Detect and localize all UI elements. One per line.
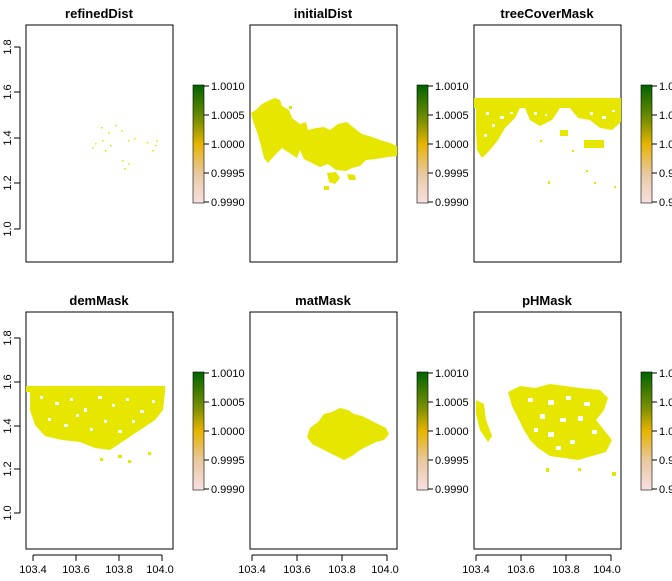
legend-label: 1.00: [659, 81, 672, 93]
raster-cells: [92, 125, 158, 170]
legend-label: 0.9995: [435, 168, 469, 180]
y-tick-label: 1.2: [2, 175, 14, 190]
y-tick-label: 1.8: [2, 330, 14, 345]
legend-label: 0.9990: [211, 484, 245, 496]
x-axis: [476, 555, 611, 561]
panel-title: refinedDist: [65, 6, 134, 21]
legend-colorbar: 1.0010 1.0005 1.0000 0.9995 0.9990: [193, 368, 245, 496]
legend-label: 1.0005: [435, 110, 469, 122]
panel-title: demMask: [69, 293, 129, 308]
y-tick-label: 1.8: [2, 39, 14, 54]
panel-title: treeCoverMask: [500, 6, 594, 21]
x-tick-label: 104.0: [371, 564, 399, 576]
raster-shape: [474, 98, 621, 158]
legend-label: 1.0010: [435, 81, 469, 93]
panel-demMask: demMask 1.0 1.2 1.4 1.6 1.8: [2, 293, 245, 576]
legend-label: 1.0000: [211, 139, 245, 151]
panel-refinedDist: refinedDist 1.0 1.2 1.4 1.6 1.8: [2, 6, 245, 262]
panel-title: pHMask: [522, 293, 573, 308]
x-axis: [252, 555, 387, 561]
legend-label: 1.00: [659, 397, 672, 409]
x-tick-label: 103.8: [328, 564, 356, 576]
y-axis: [14, 338, 20, 513]
x-tick-label: 103.4: [19, 564, 47, 576]
legend-label: 0.99: [659, 197, 672, 209]
legend-label: 1.0005: [435, 397, 469, 409]
legend-label: 1.0010: [211, 368, 245, 380]
x-tick-label: 103.4: [462, 564, 490, 576]
y-tick-label: 1.2: [2, 461, 14, 476]
legend-label: 1.00: [659, 368, 672, 380]
legend-label: 1.0000: [435, 139, 469, 151]
y-tick-label: 1.6: [2, 84, 14, 99]
legend-colorbar: 1.00 1.00 1.00 0.99 0.99: [641, 368, 672, 496]
legend-label: 1.0010: [211, 81, 245, 93]
x-tick-label: 103.8: [105, 564, 133, 576]
x-tick-label: 103.4: [238, 564, 266, 576]
legend-label: 0.9995: [211, 455, 245, 467]
x-tick-label: 103.6: [283, 564, 311, 576]
legend-colorbar: 1.00 1.00 1.00 0.99 0.99: [641, 81, 672, 209]
panel-pHMask: pHMask 103.4 103.6 103.8 104.0: [462, 293, 672, 576]
legend-label: 1.0000: [435, 426, 469, 438]
x-tick-label: 103.6: [62, 564, 90, 576]
x-tick-label: 104.0: [146, 564, 174, 576]
legend-label: 0.99: [659, 455, 672, 467]
legend-label: 1.0010: [435, 368, 469, 380]
raster-cells: [540, 140, 616, 188]
raster-shape: [251, 98, 397, 190]
legend-label: 1.0000: [211, 426, 245, 438]
panel-initialDist: initialDist 1.0010 1.0005 1.0000 0.9995 …: [250, 6, 469, 262]
y-tick-label: 1.4: [2, 130, 14, 145]
legend-label: 0.99: [659, 168, 672, 180]
legend-label: 1.00: [659, 110, 672, 122]
panel-matMask: matMask 103.4 103.6 103.8 104.0 1.0010 1…: [238, 293, 468, 576]
legend-colorbar: 1.0010 1.0005 1.0000 0.9995 0.9990: [193, 81, 245, 209]
y-tick-label: 1.4: [2, 418, 14, 433]
legend-label: 0.9990: [211, 197, 245, 209]
legend-label: 1.0005: [211, 397, 245, 409]
legend-label: 0.9995: [435, 455, 469, 467]
x-tick-label: 103.6: [507, 564, 535, 576]
raster-shape: [26, 386, 165, 463]
legend-label: 1.00: [659, 139, 672, 151]
raster-shape: [307, 408, 389, 460]
panel-treeCoverMask: treeCoverMask: [474, 6, 672, 262]
panel-title: matMask: [295, 293, 351, 308]
y-tick-label: 1.0: [2, 221, 14, 236]
y-tick-label: 1.6: [2, 374, 14, 389]
legend-colorbar: 1.0010 1.0005 1.0000 0.9995 0.9990: [417, 81, 469, 209]
legend-label: 0.99: [659, 484, 672, 496]
legend-label: 0.9990: [435, 484, 469, 496]
x-tick-label: 103.8: [552, 564, 580, 576]
plot-frame: [26, 25, 173, 262]
legend-label: 1.0005: [211, 110, 245, 122]
legend-label: 1.00: [659, 426, 672, 438]
y-axis: [14, 47, 20, 229]
y-tick-label: 1.0: [2, 505, 14, 520]
panel-title: initialDist: [294, 6, 353, 21]
legend-label: 0.9995: [211, 168, 245, 180]
x-axis: [33, 555, 162, 561]
legend-colorbar: 1.0010 1.0005 1.0000 0.9995 0.9990: [417, 368, 469, 496]
legend-label: 0.9990: [435, 197, 469, 209]
x-tick-label: 104.0: [593, 564, 621, 576]
